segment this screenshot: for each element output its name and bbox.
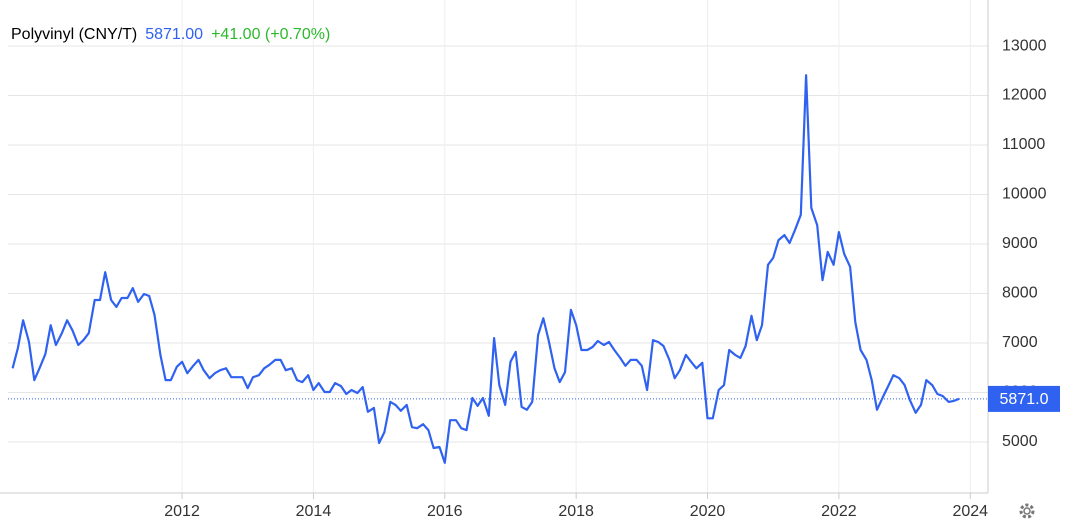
- chart-title: Polyvinyl (CNY/T): [11, 26, 138, 43]
- grid: [8, 0, 988, 493]
- y-tick-label: 7000: [1002, 334, 1038, 351]
- last-price-box: [988, 385, 1060, 412]
- line-series: [11, 74, 960, 464]
- x-tick-label: 2020: [690, 503, 726, 520]
- y-tick-label: 10000: [1002, 186, 1047, 203]
- gear-hub[interactable]: [1023, 507, 1031, 515]
- y-tick-label: 12000: [1002, 87, 1047, 104]
- x-tick-label: 2018: [558, 503, 594, 520]
- y-tick-label: 5000: [1002, 433, 1038, 450]
- x-tick-label: 2022: [821, 503, 857, 520]
- x-tick-label: 2012: [164, 503, 200, 520]
- x-tick-label: 2024: [952, 503, 988, 520]
- last-price-label: 5871.0: [1000, 391, 1049, 408]
- y-tick-label: 9000: [1002, 235, 1038, 252]
- x-tick-label: 2016: [427, 503, 463, 520]
- header: Polyvinyl (CNY/T) 5871.00 +41.00 (+0.70%): [11, 26, 338, 44]
- y-tick-label: 13000: [1002, 37, 1047, 54]
- settings-icon[interactable]: [1019, 503, 1035, 519]
- y-tick-label: 11000: [1002, 136, 1045, 153]
- price: 5871.00: [145, 26, 204, 43]
- x-tick-label: 2014: [296, 503, 332, 520]
- y-tick-label: 8000: [1002, 285, 1038, 302]
- change: +41.00 (+0.70%): [211, 26, 331, 43]
- gear[interactable]: [1019, 503, 1035, 519]
